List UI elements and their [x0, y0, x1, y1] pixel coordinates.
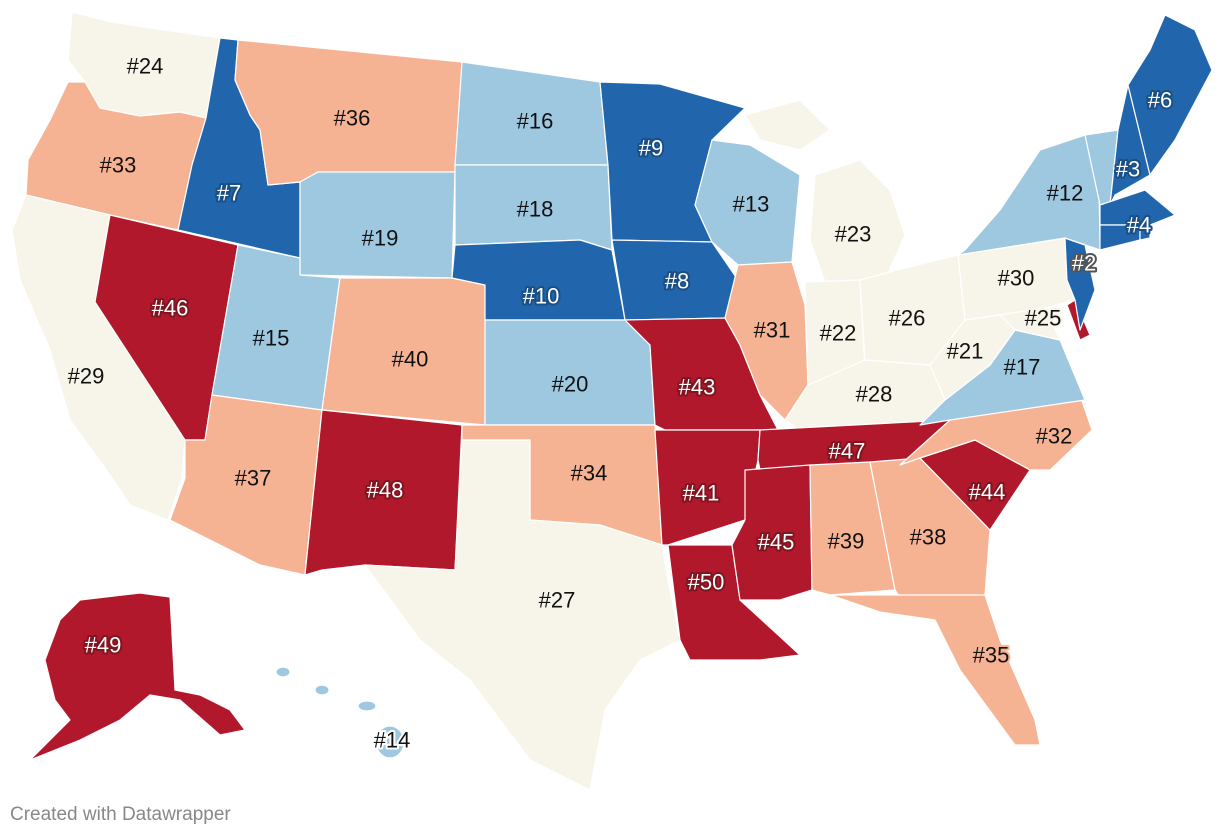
state-new-mexico[interactable]: [304, 409, 463, 576]
state-south-dakota[interactable]: [454, 164, 613, 251]
state-massachusetts[interactable]: [1099, 189, 1176, 226]
datawrapper-credit: Created with Datawrapper: [10, 804, 231, 825]
state-iowa[interactable]: [611, 239, 739, 321]
state-colorado[interactable]: [321, 277, 486, 426]
state-maine[interactable]: [1127, 14, 1213, 176]
state-michigan-up[interactable]: [744, 99, 831, 151]
state-new-jersey[interactable]: [1064, 237, 1096, 331]
state-connecticut[interactable]: [1099, 224, 1141, 251]
state-alabama[interactable]: [809, 461, 896, 596]
state-hawaii-oahu[interactable]: [314, 684, 330, 696]
state-texas[interactable]: [364, 439, 681, 791]
state-montana[interactable]: [234, 39, 463, 186]
state-alaska[interactable]: [29, 592, 246, 761]
state-wyoming[interactable]: [299, 171, 456, 279]
state-florida[interactable]: [829, 594, 1041, 746]
state-new-hampshire[interactable]: [1109, 84, 1151, 206]
state-michigan[interactable]: [809, 159, 906, 283]
state-hawaii-big-island[interactable]: [375, 725, 405, 759]
state-hawaii-maui[interactable]: [357, 700, 377, 712]
state-kansas[interactable]: [484, 319, 656, 426]
state-north-dakota[interactable]: [454, 61, 609, 166]
us-choropleth-map: #24 #33 #29 #7 #46 #36 #19 #15 #37 #40 #…: [11, 11, 1213, 791]
state-hawaii-kauai[interactable]: [275, 666, 291, 678]
state-rhode-island[interactable]: [1139, 224, 1151, 241]
